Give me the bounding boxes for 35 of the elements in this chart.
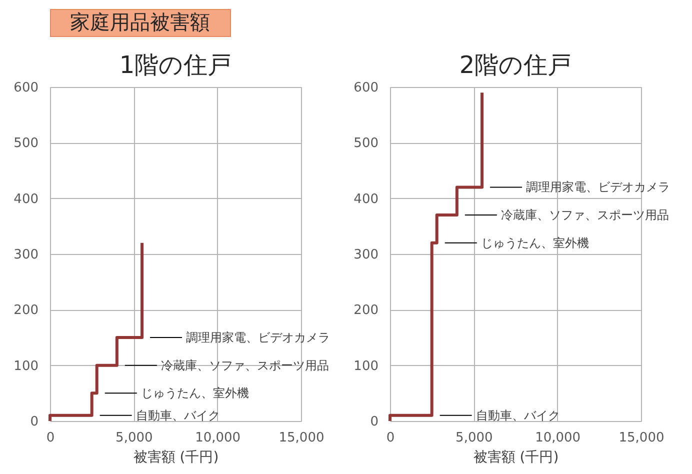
x-tick-label: 0 bbox=[386, 430, 395, 446]
x-tick-label: 5,000 bbox=[116, 430, 153, 446]
y-tick-label: 0 bbox=[30, 414, 38, 430]
y-tick-label: 400 bbox=[14, 192, 38, 207]
text: 家庭用品被害額 bbox=[70, 10, 210, 34]
chart-title: 2階の住戸 bbox=[459, 51, 572, 79]
annotation: 調理用家電、ビデオカメラ bbox=[186, 330, 330, 344]
x-tick-label: 0 bbox=[46, 430, 55, 446]
y-tick-label: 600 bbox=[354, 80, 378, 96]
x-tick-label: 5,000 bbox=[456, 430, 493, 446]
annotation: 自動車、バイク bbox=[476, 408, 560, 422]
annotation: 自動車、バイク bbox=[136, 408, 220, 422]
x-axis-title: 被害額 (千円) bbox=[133, 450, 219, 466]
x-axis-title: 被害額 (千円) bbox=[473, 450, 559, 466]
x-tick-label: 15,000 bbox=[278, 430, 324, 446]
y-tick-label: 500 bbox=[14, 136, 38, 152]
y-tick-label: 200 bbox=[14, 303, 38, 318]
y-tick-label: 100 bbox=[14, 358, 38, 374]
annotation: 冷蔵庫、ソファ、スポーツ用品 bbox=[160, 358, 329, 372]
x-tick-label: 10,000 bbox=[195, 430, 241, 446]
x-tick-label: 15,000 bbox=[618, 430, 664, 446]
y-tick-label: 600 bbox=[14, 80, 38, 96]
annotation: 冷蔵庫、ソファ、スポーツ用品 bbox=[500, 208, 669, 222]
x-tick-label: 10,000 bbox=[535, 430, 581, 446]
y-tick-label: 0 bbox=[370, 414, 378, 430]
y-tick-label: 200 bbox=[354, 303, 378, 318]
chart-title: 1階の住戸 bbox=[119, 51, 232, 79]
y-tick-label: 100 bbox=[354, 358, 378, 374]
y-tick-label: 300 bbox=[14, 248, 38, 262]
annotation: じゅうたん、室外機 bbox=[480, 236, 589, 250]
y-tick-label: 500 bbox=[354, 136, 378, 152]
y-tick-label: 300 bbox=[354, 248, 378, 262]
annotation: じゅうたん、室外機 bbox=[140, 386, 249, 400]
y-tick-label: 400 bbox=[354, 192, 378, 207]
annotation: 調理用家電、ビデオカメラ bbox=[526, 180, 670, 194]
